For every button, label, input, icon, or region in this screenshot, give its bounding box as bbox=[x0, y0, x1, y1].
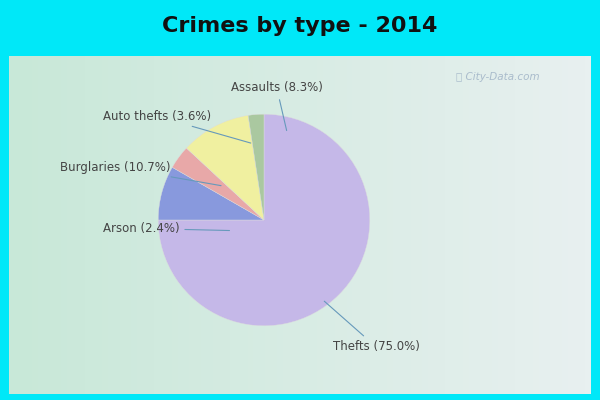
Wedge shape bbox=[158, 167, 264, 220]
Wedge shape bbox=[172, 148, 264, 220]
Text: Arson (2.4%): Arson (2.4%) bbox=[103, 222, 229, 235]
Text: Crimes by type - 2014: Crimes by type - 2014 bbox=[163, 16, 437, 36]
Text: ⓘ City-Data.com: ⓘ City-Data.com bbox=[457, 72, 540, 82]
Text: Auto thefts (3.6%): Auto thefts (3.6%) bbox=[103, 110, 251, 143]
Wedge shape bbox=[248, 114, 264, 220]
Text: Assaults (8.3%): Assaults (8.3%) bbox=[231, 81, 323, 130]
Text: Thefts (75.0%): Thefts (75.0%) bbox=[324, 301, 419, 354]
Text: Burglaries (10.7%): Burglaries (10.7%) bbox=[61, 160, 221, 186]
Wedge shape bbox=[187, 115, 264, 220]
Wedge shape bbox=[158, 114, 370, 326]
